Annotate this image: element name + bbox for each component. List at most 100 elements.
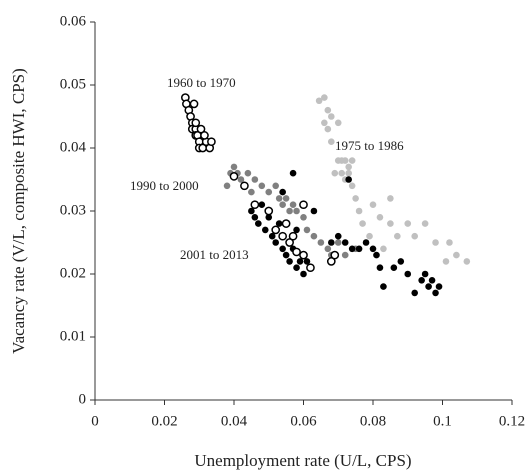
point	[345, 169, 352, 177]
point	[442, 258, 450, 265]
point	[421, 270, 429, 278]
point	[288, 231, 298, 241]
point	[394, 232, 401, 240]
point	[345, 176, 352, 183]
point	[251, 176, 259, 183]
x-tick-label: 0.04	[221, 413, 248, 429]
point	[330, 250, 340, 260]
point	[279, 245, 286, 253]
y-tick-label: 0.01	[60, 328, 86, 344]
point	[196, 124, 206, 134]
point	[271, 225, 281, 235]
series-label: 2001 to 2013	[180, 247, 249, 262]
point	[293, 207, 300, 215]
y-tick-label: 0	[79, 391, 87, 407]
point	[348, 182, 356, 190]
point	[334, 119, 342, 127]
point	[265, 214, 273, 221]
point	[272, 182, 280, 190]
point	[289, 169, 297, 177]
point	[404, 220, 412, 227]
point	[317, 239, 325, 246]
point	[380, 283, 387, 290]
point	[387, 220, 394, 227]
point	[453, 251, 460, 259]
point	[380, 245, 387, 253]
point	[230, 163, 238, 171]
point	[286, 258, 293, 265]
point	[189, 99, 199, 109]
y-tick-label: 0.03	[60, 202, 86, 218]
point	[321, 119, 328, 127]
point	[328, 239, 335, 246]
point	[334, 232, 342, 240]
point	[261, 226, 269, 234]
x-tick-label: 0.12	[499, 413, 525, 429]
point	[293, 264, 300, 272]
point	[331, 169, 339, 177]
point	[432, 289, 439, 297]
point	[310, 207, 318, 215]
point	[355, 245, 363, 253]
x-tick-label: 0.08	[360, 413, 386, 429]
point	[300, 270, 307, 278]
point	[328, 113, 335, 120]
point	[355, 207, 363, 215]
point	[250, 200, 260, 210]
point	[411, 232, 419, 240]
point	[390, 264, 398, 272]
y-tick-label: 0.05	[60, 76, 86, 92]
point	[282, 195, 290, 202]
point	[348, 157, 356, 164]
point	[272, 239, 280, 246]
point	[258, 201, 266, 208]
x-axis-title: Unemployment rate (U/L, CPS)	[194, 451, 411, 470]
point	[299, 200, 308, 210]
point	[359, 220, 366, 227]
point	[418, 277, 425, 284]
point	[324, 106, 332, 114]
series-label: 1990 to 2000	[130, 178, 199, 193]
point	[348, 245, 356, 253]
point	[240, 181, 249, 191]
point	[446, 239, 453, 246]
point	[275, 220, 283, 227]
point	[300, 214, 307, 221]
x-tick-label: 0	[91, 413, 99, 429]
point	[421, 220, 429, 227]
x-tick-label: 0.02	[151, 413, 177, 429]
point	[369, 201, 377, 208]
point	[362, 239, 370, 246]
point	[321, 94, 328, 101]
point	[338, 169, 346, 177]
point	[281, 219, 291, 228]
point	[237, 176, 245, 183]
point	[207, 137, 216, 147]
point	[248, 188, 255, 196]
point	[191, 118, 201, 128]
point	[341, 251, 349, 259]
point	[352, 195, 359, 202]
series-label: 1975 to 1986	[335, 138, 404, 153]
point	[432, 239, 439, 246]
point	[303, 258, 311, 265]
point	[282, 251, 290, 259]
point	[369, 245, 377, 253]
point	[268, 232, 276, 240]
point	[296, 258, 304, 265]
point	[286, 207, 293, 215]
point	[373, 251, 380, 259]
point	[299, 250, 308, 260]
x-tick-label: 0.06	[290, 413, 317, 429]
point	[306, 263, 315, 273]
y-axis-title: Vacancy rate (V/L, composite HWI, CPS)	[9, 68, 28, 354]
point	[387, 195, 394, 202]
point	[289, 201, 297, 208]
point	[324, 125, 332, 133]
y-tick-label: 0.02	[60, 265, 86, 281]
point	[229, 172, 239, 181]
point	[345, 163, 352, 171]
point	[303, 226, 311, 234]
point	[244, 169, 252, 177]
point	[425, 283, 432, 290]
